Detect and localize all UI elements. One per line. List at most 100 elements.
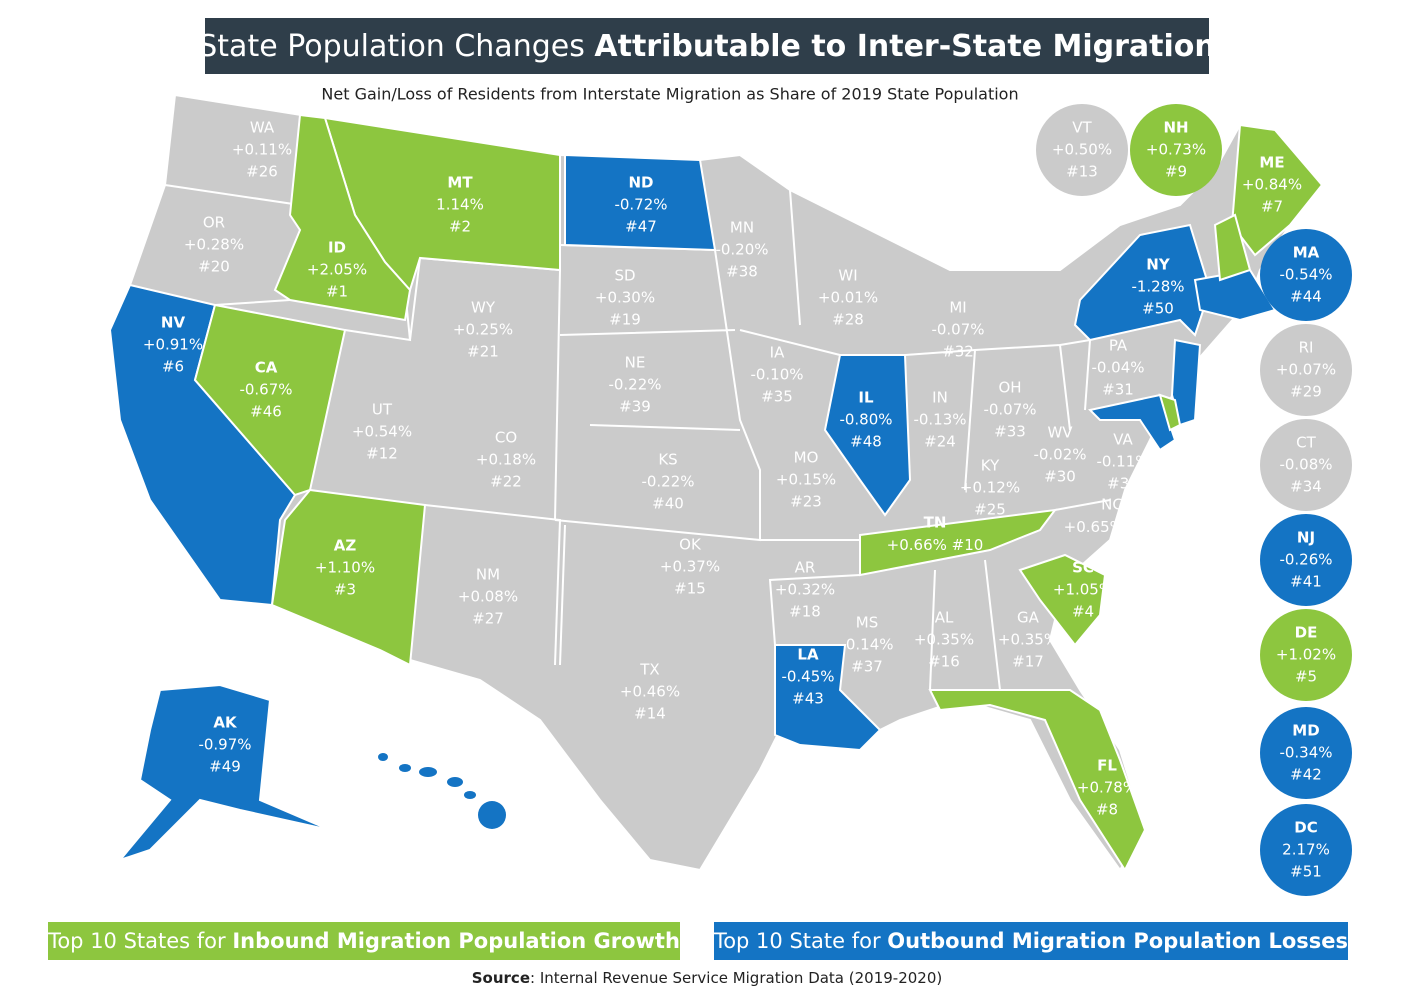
state-change: +0.35% bbox=[914, 631, 974, 649]
state-shape bbox=[859, 508, 1058, 577]
state-change: +0.84% bbox=[1242, 176, 1302, 194]
state-rank: #30 bbox=[1044, 468, 1076, 486]
source: Source: Internal Revenue Service Migrati… bbox=[472, 969, 943, 987]
state-label: ME +0.84% #7 bbox=[1242, 154, 1302, 216]
state-change: 1.14% bbox=[436, 196, 484, 214]
state-rank: #15 bbox=[674, 580, 706, 598]
state-name: MI bbox=[949, 299, 966, 317]
state-label: ND -0.72% #47 bbox=[614, 174, 667, 236]
state-circle bbox=[1260, 609, 1352, 701]
state-rank: #31 bbox=[1102, 381, 1134, 399]
state-label: RI +0.07% #29 bbox=[1276, 339, 1336, 401]
state-name: IN bbox=[932, 389, 948, 407]
state-name: NY bbox=[1146, 256, 1171, 274]
state-change: -0.22% bbox=[641, 473, 694, 491]
state-name: LA bbox=[797, 646, 819, 664]
state-change: +0.66% bbox=[887, 536, 947, 554]
state-circle bbox=[1036, 104, 1128, 196]
state-value-line: +0.66% #10 bbox=[887, 536, 984, 554]
state-name: TN bbox=[924, 514, 947, 532]
state-label: MT 1.14% #2 bbox=[436, 174, 484, 236]
state-change: -0.97% bbox=[198, 736, 251, 754]
state-change: -0.20% bbox=[715, 241, 768, 259]
state-label: VA -0.11% #36 bbox=[1096, 431, 1149, 493]
state-change: +1.10% bbox=[315, 559, 375, 577]
legend-outbound-bold: Outbound Migration Population Losses bbox=[887, 929, 1348, 953]
state-name: ME bbox=[1259, 154, 1284, 172]
state-change: 2.17% bbox=[1282, 841, 1330, 859]
state-rank: #3 bbox=[334, 581, 356, 599]
state-rank: #42 bbox=[1290, 766, 1322, 784]
legend-outbound: Top 10 State for Outbound Migration Popu… bbox=[713, 929, 1348, 953]
state-circle bbox=[1260, 804, 1352, 896]
state-shape bbox=[1158, 393, 1182, 432]
state-label: IL -0.80% #48 bbox=[839, 389, 892, 451]
state-name: MO bbox=[794, 449, 819, 467]
state-rank: #29 bbox=[1290, 383, 1322, 401]
state-label: MN -0.20% #38 bbox=[715, 219, 768, 281]
state-change: +0.12% bbox=[960, 479, 1020, 497]
state-label: TN +0.66% #10 bbox=[887, 514, 984, 554]
state-change: -0.07% bbox=[931, 321, 984, 339]
state-rank: #37 bbox=[851, 658, 883, 676]
state-shape bbox=[1018, 553, 1107, 647]
state-label: WV -0.02% #30 bbox=[1033, 424, 1086, 486]
state-rank: #7 bbox=[1261, 198, 1283, 216]
title-bar bbox=[205, 18, 1209, 74]
state-rank: #43 bbox=[792, 690, 824, 708]
state-name: VT bbox=[1072, 119, 1092, 137]
state-shape bbox=[1213, 213, 1252, 282]
state-change: +0.25% bbox=[453, 321, 513, 339]
state-change: +0.08% bbox=[458, 588, 518, 606]
state-name: WI bbox=[838, 267, 857, 285]
state-name: AR bbox=[795, 559, 816, 577]
state-rank: #41 bbox=[1290, 573, 1322, 591]
state-label: DE +1.02% #5 bbox=[1276, 624, 1336, 686]
state-name: IL bbox=[858, 389, 874, 407]
state-name: HI bbox=[411, 799, 429, 817]
state-name: MD bbox=[1292, 722, 1319, 740]
state-name: OK bbox=[679, 536, 702, 554]
state-rank: #33 bbox=[994, 423, 1026, 441]
state-label: FL +0.78% #8 bbox=[1077, 757, 1137, 819]
state-rank: #8 bbox=[1096, 801, 1118, 819]
state-change: +0.18% bbox=[476, 451, 536, 469]
state-name: NE bbox=[625, 354, 646, 372]
state-rank: #51 bbox=[1290, 863, 1322, 881]
state-name: VA bbox=[1113, 431, 1133, 449]
state-shape bbox=[1073, 223, 1212, 342]
title-bold: Attributable to Inter-State Migration bbox=[594, 29, 1215, 64]
state-change: -0.45% bbox=[781, 668, 834, 686]
state-label: IN -0.13% #24 bbox=[913, 389, 966, 451]
state-shape bbox=[1170, 338, 1202, 427]
state-name: IA bbox=[770, 344, 785, 362]
state-label: NH +0.73% #9 bbox=[1146, 119, 1206, 181]
state-rank: #1 bbox=[326, 283, 348, 301]
state-name: CO bbox=[495, 429, 517, 447]
state-shape bbox=[823, 354, 912, 517]
state-name: WV bbox=[1047, 424, 1073, 442]
state-rank: #23 bbox=[790, 493, 822, 511]
state-name: NJ bbox=[1297, 529, 1315, 547]
state-circle bbox=[1260, 514, 1352, 606]
source-label: Source bbox=[472, 969, 530, 987]
state-label: OH -0.07% #33 bbox=[983, 379, 1036, 441]
state-rank: #22 bbox=[490, 473, 522, 491]
state-label: AK -0.97% #49 bbox=[198, 714, 251, 776]
state-label: WI +0.01% #28 bbox=[818, 267, 878, 329]
state-label: AR +0.32% #18 bbox=[775, 559, 835, 621]
legend-outbound-box bbox=[714, 922, 1348, 960]
state-name: RI bbox=[1299, 339, 1314, 357]
state-change: -0.54% bbox=[1279, 266, 1332, 284]
legend-inbound-bold: Inbound Migration Population Growth bbox=[232, 929, 680, 953]
us-outline bbox=[108, 93, 1322, 872]
state-change: -0.72% bbox=[614, 196, 667, 214]
state-name: NM bbox=[476, 566, 500, 584]
state-label: PA -0.04% #31 bbox=[1091, 337, 1144, 399]
state-label: WA +0.11% #26 bbox=[232, 119, 292, 181]
state-label: HI -0.66% #45 bbox=[393, 799, 446, 861]
state-rank: #21 bbox=[467, 343, 499, 361]
state-change: +0.37% bbox=[660, 558, 720, 576]
state-label: VT +0.50% #13 bbox=[1052, 119, 1112, 181]
state-rank: #35 bbox=[761, 388, 793, 406]
